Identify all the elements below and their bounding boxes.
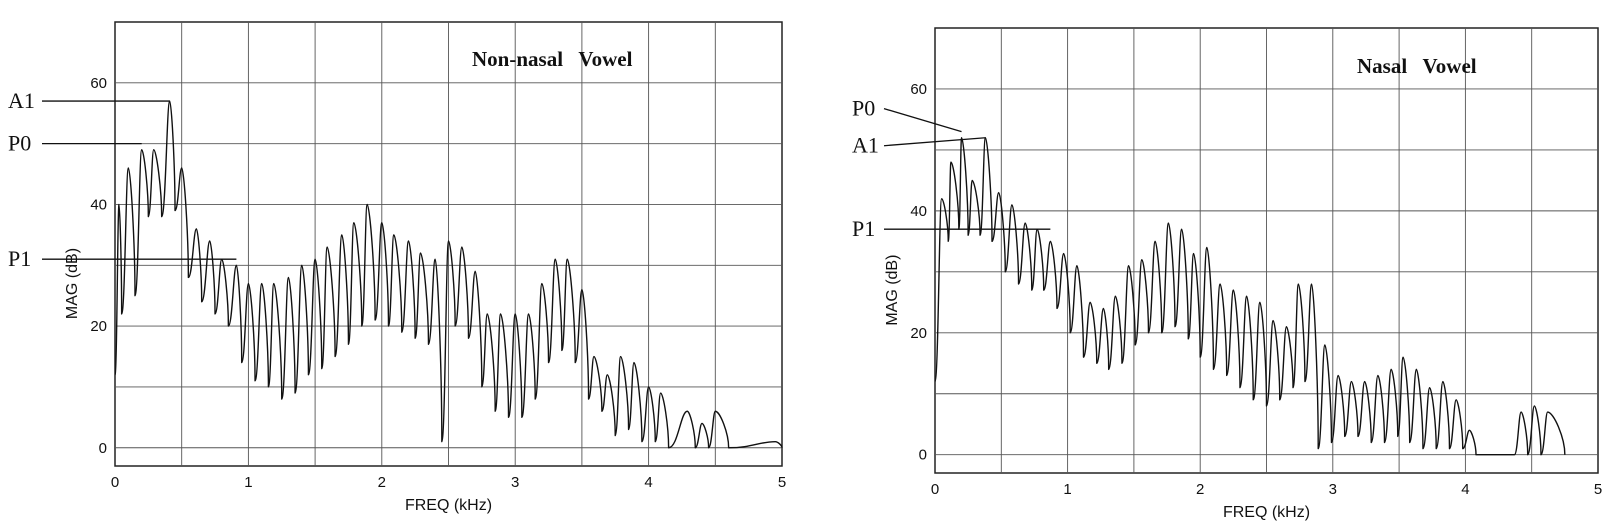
x-tick-label: 0: [111, 474, 119, 491]
marker-label-p0: P0: [852, 96, 875, 121]
x-axis-label: FREQ (kHz): [405, 497, 492, 514]
nasal-vowel-chart: 0 1 2 3 4 5 0 20 40 60 FREQ (kHz) MAG (dB) Nasal Vow…: [852, 27, 1602, 521]
x-tick-label: 0: [931, 481, 939, 498]
y-axis-label: MAG (dB): [884, 255, 901, 326]
y-tick-label: 20: [90, 318, 107, 335]
non-nasal-vowel-chart: 0 1 2 3 4 5 0 20 40 60 FREQ (kHz) MAG (dB) Non-nasal…: [8, 21, 786, 514]
marker-leader-line: [883, 137, 986, 147]
y-tick-label: 40: [910, 203, 927, 220]
x-tick-label: 3: [1329, 481, 1337, 498]
x-axis-label: FREQ (kHz): [1223, 504, 1310, 521]
x-tick-label: 5: [1594, 481, 1602, 498]
y-tick-label: 60: [90, 75, 107, 92]
y-tick-label: 40: [90, 196, 107, 213]
marker-leader-line: [883, 108, 962, 133]
x-tick-label: 3: [511, 474, 519, 491]
y-tick-label: 0: [919, 447, 927, 464]
y-tick-label: 0: [99, 440, 107, 457]
chart-title: Nasal Vowel: [1357, 54, 1477, 78]
y-tick-label: 60: [910, 81, 927, 98]
spectrum-line: [934, 137, 1566, 456]
marker-label-a1: A1: [8, 88, 35, 113]
x-tick-label: 4: [644, 474, 652, 491]
spectrum-line: [114, 100, 783, 449]
x-tick-label: 5: [778, 474, 786, 491]
marker-label-p1: P1: [8, 246, 31, 271]
marker-label-p0: P0: [8, 131, 31, 156]
x-tick-label: 2: [378, 474, 386, 491]
x-tick-label: 2: [1196, 481, 1204, 498]
y-tick-label: 20: [910, 325, 927, 342]
marker-label-p1: P1: [852, 216, 875, 241]
chart-title: Non-nasal Vowel: [472, 47, 633, 71]
x-tick-label: 4: [1461, 481, 1469, 498]
y-axis-label: MAG (dB): [64, 248, 81, 319]
x-tick-label: 1: [1063, 481, 1071, 498]
marker-label-a1: A1: [852, 133, 879, 158]
x-tick-label: 1: [244, 474, 252, 491]
